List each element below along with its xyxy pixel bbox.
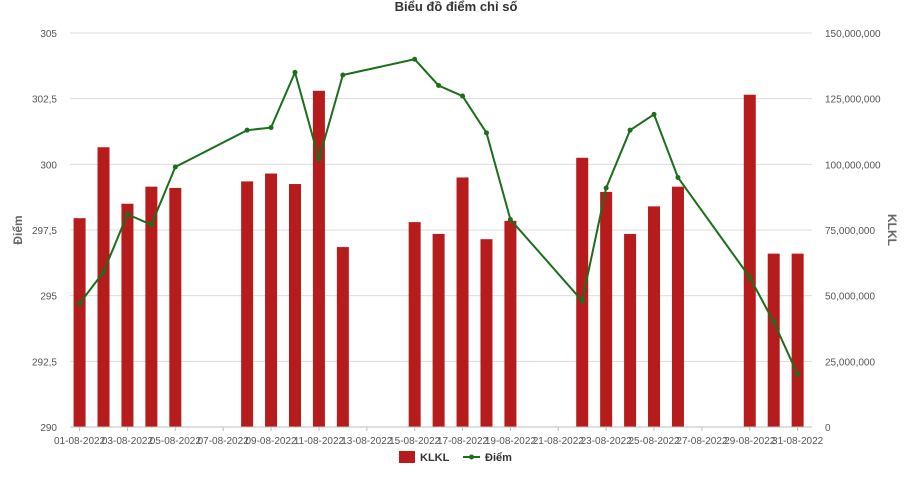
volume-bar[interactable] [791,253,804,427]
volume-bar[interactable] [336,247,349,427]
volume-bar[interactable] [73,218,86,427]
y-left-tick-label: 290 [40,423,57,434]
x-axis-ticks: 01-08-202203-08-202205-08-202207-08-2022… [54,426,824,447]
y-left-tick-label: 302,5 [32,95,57,106]
index-point[interactable] [507,216,513,222]
legend-label-diem[interactable]: Điểm [485,452,512,464]
index-point[interactable] [603,185,609,191]
index-point[interactable] [747,274,753,280]
volume-bar[interactable] [121,203,134,427]
index-point[interactable] [651,111,657,117]
x-tick-label: 29-08-2022 [724,436,776,447]
y-right-tick-label: 25,000,000 [825,357,875,368]
index-point[interactable] [795,371,801,377]
legend-swatch-klkl[interactable] [399,451,415,463]
index-point[interactable] [101,269,107,275]
legend-marker-diem [469,454,474,460]
volume-bar[interactable] [432,233,445,427]
index-point[interactable] [771,319,777,325]
index-point[interactable] [148,222,154,228]
volume-bar[interactable] [241,181,254,427]
volume-bar[interactable] [480,239,493,427]
index-point[interactable] [124,211,130,217]
y-right-axis-title: KLKL [885,214,899,246]
y-left-tick-label: 292,5 [32,357,57,368]
y-left-tick-label: 300 [40,160,57,171]
x-tick-label: 07-08-2022 [198,436,250,447]
x-tick-label: 05-08-2022 [150,436,202,447]
y-right-tick-label: 150,000,000 [825,29,881,40]
x-tick-label: 15-08-2022 [389,436,441,447]
right-axis-ticks: 0 25,000,000 50,000,000 75,000,000 100,000,0… [825,29,881,434]
index-point[interactable] [244,127,250,133]
volume-bar[interactable] [312,90,325,427]
volume-bar[interactable] [169,187,182,427]
x-tick-label: 17-08-2022 [437,436,489,447]
volume-bar[interactable] [671,186,684,427]
index-point[interactable] [436,83,442,89]
index-point[interactable] [412,56,418,62]
x-tick-label: 25-08-2022 [628,436,680,447]
legend-label-klkl[interactable]: KLKL [420,452,450,464]
volume-bar[interactable] [504,220,517,427]
volume-bar[interactable] [600,191,613,427]
volume-bar[interactable] [767,253,780,427]
y-left-tick-label: 305 [40,29,57,40]
y-left-axis-title: Điểm [11,215,25,244]
left-axis-ticks: 290 292,5 295 297,5 300 302,5 305 [32,29,57,434]
y-right-tick-label: 0 [825,423,831,434]
legend: KLKL Điểm [399,451,512,464]
index-point[interactable] [172,164,178,170]
x-tick-label: 11-08-2022 [294,436,345,447]
x-tick-label: 09-08-2022 [245,436,297,447]
index-point[interactable] [77,301,83,307]
x-tick-label: 01-08-2022 [54,436,106,447]
index-point[interactable] [675,174,681,180]
y-right-tick-label: 75,000,000 [825,226,875,237]
index-point[interactable] [483,130,489,136]
volume-bar[interactable] [145,186,158,427]
volume-bars [73,90,804,427]
volume-bar[interactable] [576,157,589,427]
index-point[interactable] [627,127,633,133]
y-right-tick-label: 100,000,000 [825,160,881,171]
x-tick-label: 03-08-2022 [102,436,154,447]
x-tick-label: 19-08-2022 [485,436,537,447]
y-right-tick-label: 125,000,000 [825,95,881,106]
volume-bar[interactable] [624,233,637,427]
volume-bar[interactable] [265,173,278,427]
volume-bar[interactable] [408,222,421,427]
y-left-tick-label: 297,5 [32,226,57,237]
x-tick-label: 31-08-2022 [772,436,824,447]
x-tick-label: 23-08-2022 [581,436,633,447]
volume-bar[interactable] [743,94,756,427]
index-point[interactable] [460,93,466,99]
x-tick-label: 27-08-2022 [676,436,728,447]
index-line [77,56,801,377]
index-point[interactable] [316,156,322,162]
volume-bar[interactable] [648,206,661,427]
chart-title: Biểu đồ điểm chỉ số [395,0,518,14]
index-point[interactable] [579,298,585,304]
y-left-tick-label: 295 [40,292,57,303]
x-tick-label: 21-08-2022 [533,436,585,447]
x-tick-label: 13-08-2022 [341,436,393,447]
volume-bar[interactable] [456,177,469,427]
index-point[interactable] [268,125,274,131]
y-right-tick-label: 50,000,000 [825,292,875,303]
index-point[interactable] [340,72,346,78]
index-point[interactable] [292,69,298,75]
volume-bar[interactable] [288,184,301,427]
volume-bar[interactable] [97,147,110,427]
